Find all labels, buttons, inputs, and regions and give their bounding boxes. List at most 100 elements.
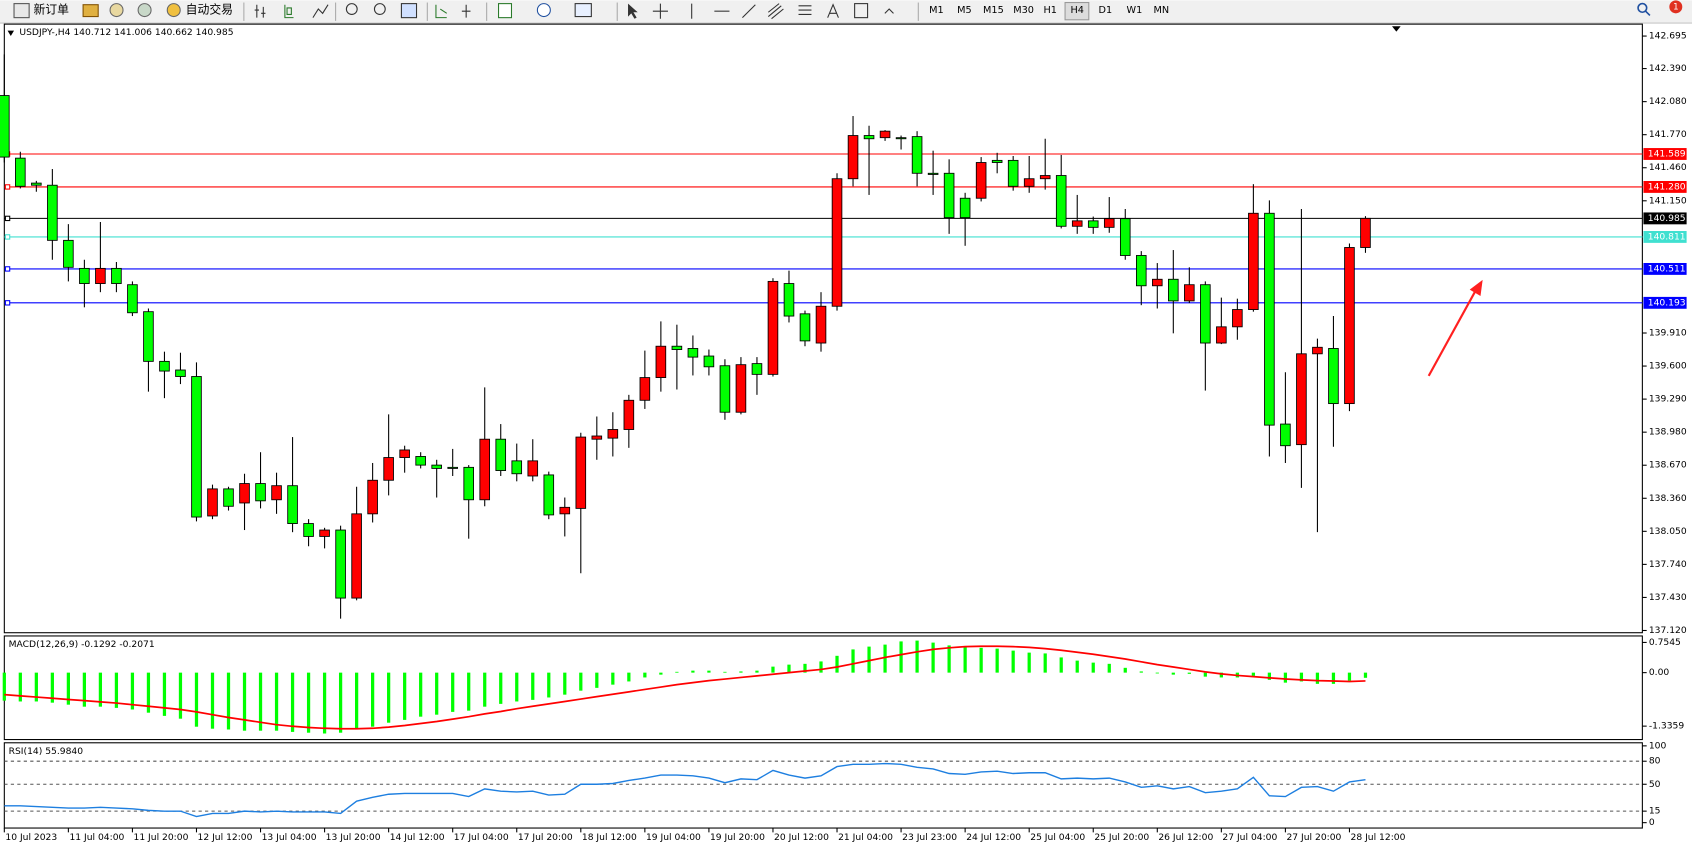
fibo-button[interactable] — [798, 5, 812, 15]
candle-body — [463, 466, 474, 501]
macd-bar — [403, 672, 407, 720]
macd-bar — [194, 672, 199, 727]
panel-title: MACD(12,26,9) -0.1292 -0.2071 — [9, 639, 155, 650]
macd-bar — [1187, 672, 1191, 674]
timeframe-button[interactable]: W1 — [1127, 5, 1143, 16]
level-label: 140.985 — [1648, 213, 1686, 224]
label-button[interactable] — [854, 3, 869, 19]
candle-body — [1360, 217, 1371, 248]
macd-bar — [178, 672, 183, 719]
macd-bar — [50, 672, 54, 703]
auto-trade-button[interactable]: 自动交易 — [186, 3, 233, 17]
scroll-button[interactable] — [435, 4, 448, 19]
timeframe-button[interactable]: MN — [1154, 5, 1170, 16]
candle-body — [255, 483, 266, 502]
macd-bar — [306, 672, 311, 733]
macd-bar — [1251, 672, 1255, 676]
toolbar-icon[interactable] — [137, 3, 152, 18]
macd-bar — [819, 661, 823, 673]
trendline-button[interactable] — [742, 4, 756, 19]
macd-bar — [1123, 667, 1127, 673]
x-tick-label: 17 Jul 20:00 — [518, 832, 573, 843]
timeframe-button[interactable]: M1 — [929, 5, 944, 16]
search-button[interactable] — [1637, 2, 1648, 14]
level-anchor — [4, 184, 11, 190]
timeframe-button[interactable]: H1 — [1043, 5, 1056, 16]
candle-body — [207, 488, 218, 517]
channel-button[interactable] — [767, 3, 784, 20]
candle-body — [591, 435, 603, 440]
macd-bar — [1283, 672, 1288, 683]
candle-body — [687, 348, 699, 358]
toolbar-icon[interactable] — [82, 4, 99, 18]
tile-button[interactable] — [400, 3, 418, 19]
x-tick-label: 11 Jul 20:00 — [134, 832, 189, 843]
candle-body — [1328, 348, 1339, 405]
candle-body — [783, 283, 795, 317]
y-tick-label: 100 — [1649, 740, 1667, 751]
timeframe-button[interactable]: M30 — [1013, 5, 1034, 16]
new-order-button[interactable]: 新订单 — [33, 3, 69, 17]
level-anchor — [4, 300, 11, 306]
timeframe-button[interactable]: H4 — [1070, 5, 1083, 16]
level-anchor — [4, 234, 11, 240]
panel-title: USDJPY-,H4 140.712 141.006 140.662 140.9… — [19, 27, 233, 38]
arrows-button[interactable] — [884, 8, 894, 14]
macd-bar — [1363, 672, 1368, 678]
shift-button[interactable] — [461, 4, 471, 18]
auto-trade-icon[interactable] — [166, 3, 181, 18]
macd-bar — [835, 655, 839, 673]
crosshair-button[interactable] — [652, 3, 668, 19]
candle-body — [1312, 346, 1323, 355]
candle-body — [943, 172, 955, 219]
zoom-in-button[interactable] — [345, 3, 358, 15]
timeframe-button[interactable]: M5 — [957, 5, 972, 16]
indicators-button[interactable] — [497, 3, 513, 19]
candle-body — [1119, 218, 1131, 256]
x-tick-label: 25 Jul 20:00 — [1094, 832, 1149, 843]
text-button[interactable] — [827, 3, 839, 18]
periods-button[interactable] — [536, 3, 551, 18]
line-chart-button[interactable] — [312, 4, 329, 18]
y-tick-label: 15 — [1649, 806, 1661, 817]
macd-bar — [1075, 660, 1079, 673]
bar-chart-button[interactable] — [254, 4, 266, 18]
level-label-box — [1643, 296, 1687, 309]
notification-badge[interactable] — [1669, 0, 1683, 14]
macd-bar — [162, 672, 167, 716]
y-tick-label: 138.360 — [1649, 493, 1687, 504]
candle-body — [1296, 353, 1307, 446]
y-tick-label: 0.00 — [1649, 667, 1670, 678]
macd-bar — [1011, 650, 1015, 673]
macd-bar — [1155, 672, 1159, 674]
x-tick-label: 14 Jul 12:00 — [390, 832, 445, 843]
candle-body — [239, 483, 250, 504]
y-tick-label: 142.080 — [1649, 96, 1687, 107]
zoom-out-button[interactable] — [373, 3, 386, 15]
candle-body — [1103, 218, 1115, 228]
macd-bar — [643, 672, 647, 678]
macd-bar — [627, 672, 631, 682]
templates-button[interactable] — [574, 3, 592, 18]
timeframe-button[interactable]: M15 — [983, 5, 1004, 16]
candle-chart-button[interactable] — [284, 4, 294, 19]
x-tick-label: 19 Jul 20:00 — [710, 832, 765, 843]
new-order-icon[interactable] — [13, 3, 30, 19]
y-tick-label: 141.150 — [1649, 195, 1687, 206]
candle-body — [831, 178, 843, 307]
macd-bar — [451, 672, 455, 712]
toolbar-icon[interactable] — [109, 3, 124, 18]
y-tick-label: 139.910 — [1649, 328, 1687, 339]
level-label: 141.280 — [1648, 181, 1686, 192]
toolbar — [0, 0, 1692, 24]
candle-body — [1135, 255, 1147, 287]
rsi-panel — [3, 742, 1643, 829]
x-tick-label: 10 Jul 2023 — [5, 832, 57, 843]
x-tick-label: 28 Jul 12:00 — [1351, 832, 1406, 843]
level-label-box — [1643, 180, 1687, 193]
level-label: 140.193 — [1648, 297, 1686, 308]
cursor-button[interactable] — [628, 3, 638, 19]
macd-bar — [322, 672, 327, 734]
timeframe-button[interactable]: D1 — [1099, 5, 1113, 16]
macd-bar — [483, 672, 487, 707]
